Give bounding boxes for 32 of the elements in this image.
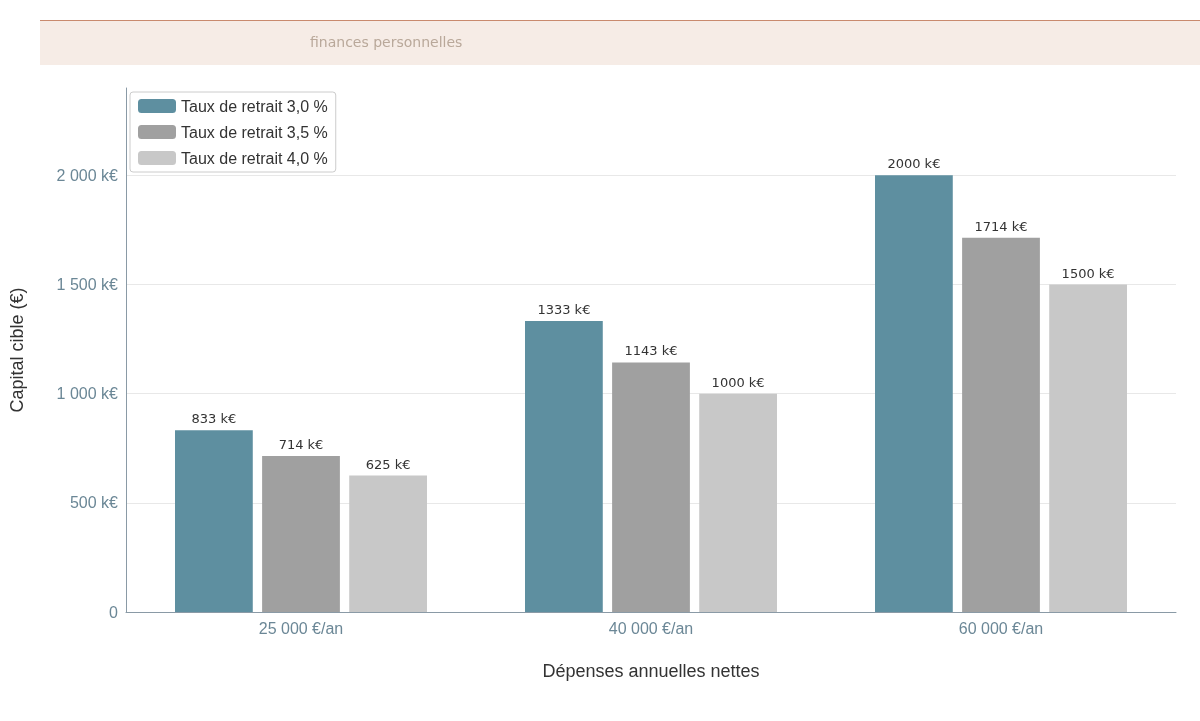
- data-label: 714 k€: [278, 437, 324, 453]
- data-label: 1333 k€: [537, 301, 591, 317]
- bar: [262, 456, 340, 612]
- bar: [349, 475, 427, 612]
- legend-label: Taux de retrait 4,0 %: [181, 149, 328, 167]
- bar: [699, 393, 777, 612]
- y-tick-label: 1 000 k€: [56, 385, 119, 403]
- x-tick-label: 25 000 €/an: [258, 619, 344, 637]
- y-axis-title: Capital cible (€): [7, 287, 27, 413]
- data-label: 1500 k€: [1061, 265, 1115, 281]
- legend-label: Taux de retrait 3,5 %: [181, 123, 328, 141]
- legend-label: Taux de retrait 3,0 %: [181, 97, 328, 115]
- chart-subtitle: finances personnelles: [310, 34, 463, 50]
- data-label: 625 k€: [365, 456, 411, 472]
- bar: [525, 320, 603, 612]
- data-label: 1714 k€: [974, 218, 1028, 234]
- bar: [1049, 284, 1127, 612]
- x-axis-title: Dépenses annuelles nettes: [542, 661, 760, 681]
- y-tick-label: 1 500 k€: [56, 276, 119, 293]
- y-tick-label: 500 k€: [69, 494, 119, 512]
- data-label: 2000 k€: [887, 156, 941, 172]
- y-tick-label: 0: [109, 603, 119, 621]
- bar: [962, 237, 1040, 612]
- x-tick-label: 40 000 €/an: [608, 619, 694, 637]
- y-tick-label: 2 000 k€: [56, 166, 119, 184]
- bar: [875, 175, 953, 612]
- bar: [175, 430, 253, 612]
- data-label: 833 k€: [191, 411, 237, 427]
- bar: [612, 362, 690, 612]
- data-label: 1143 k€: [624, 343, 678, 359]
- data-label: 1000 k€: [711, 374, 765, 390]
- x-tick-label: 60 000 €/an: [958, 619, 1044, 637]
